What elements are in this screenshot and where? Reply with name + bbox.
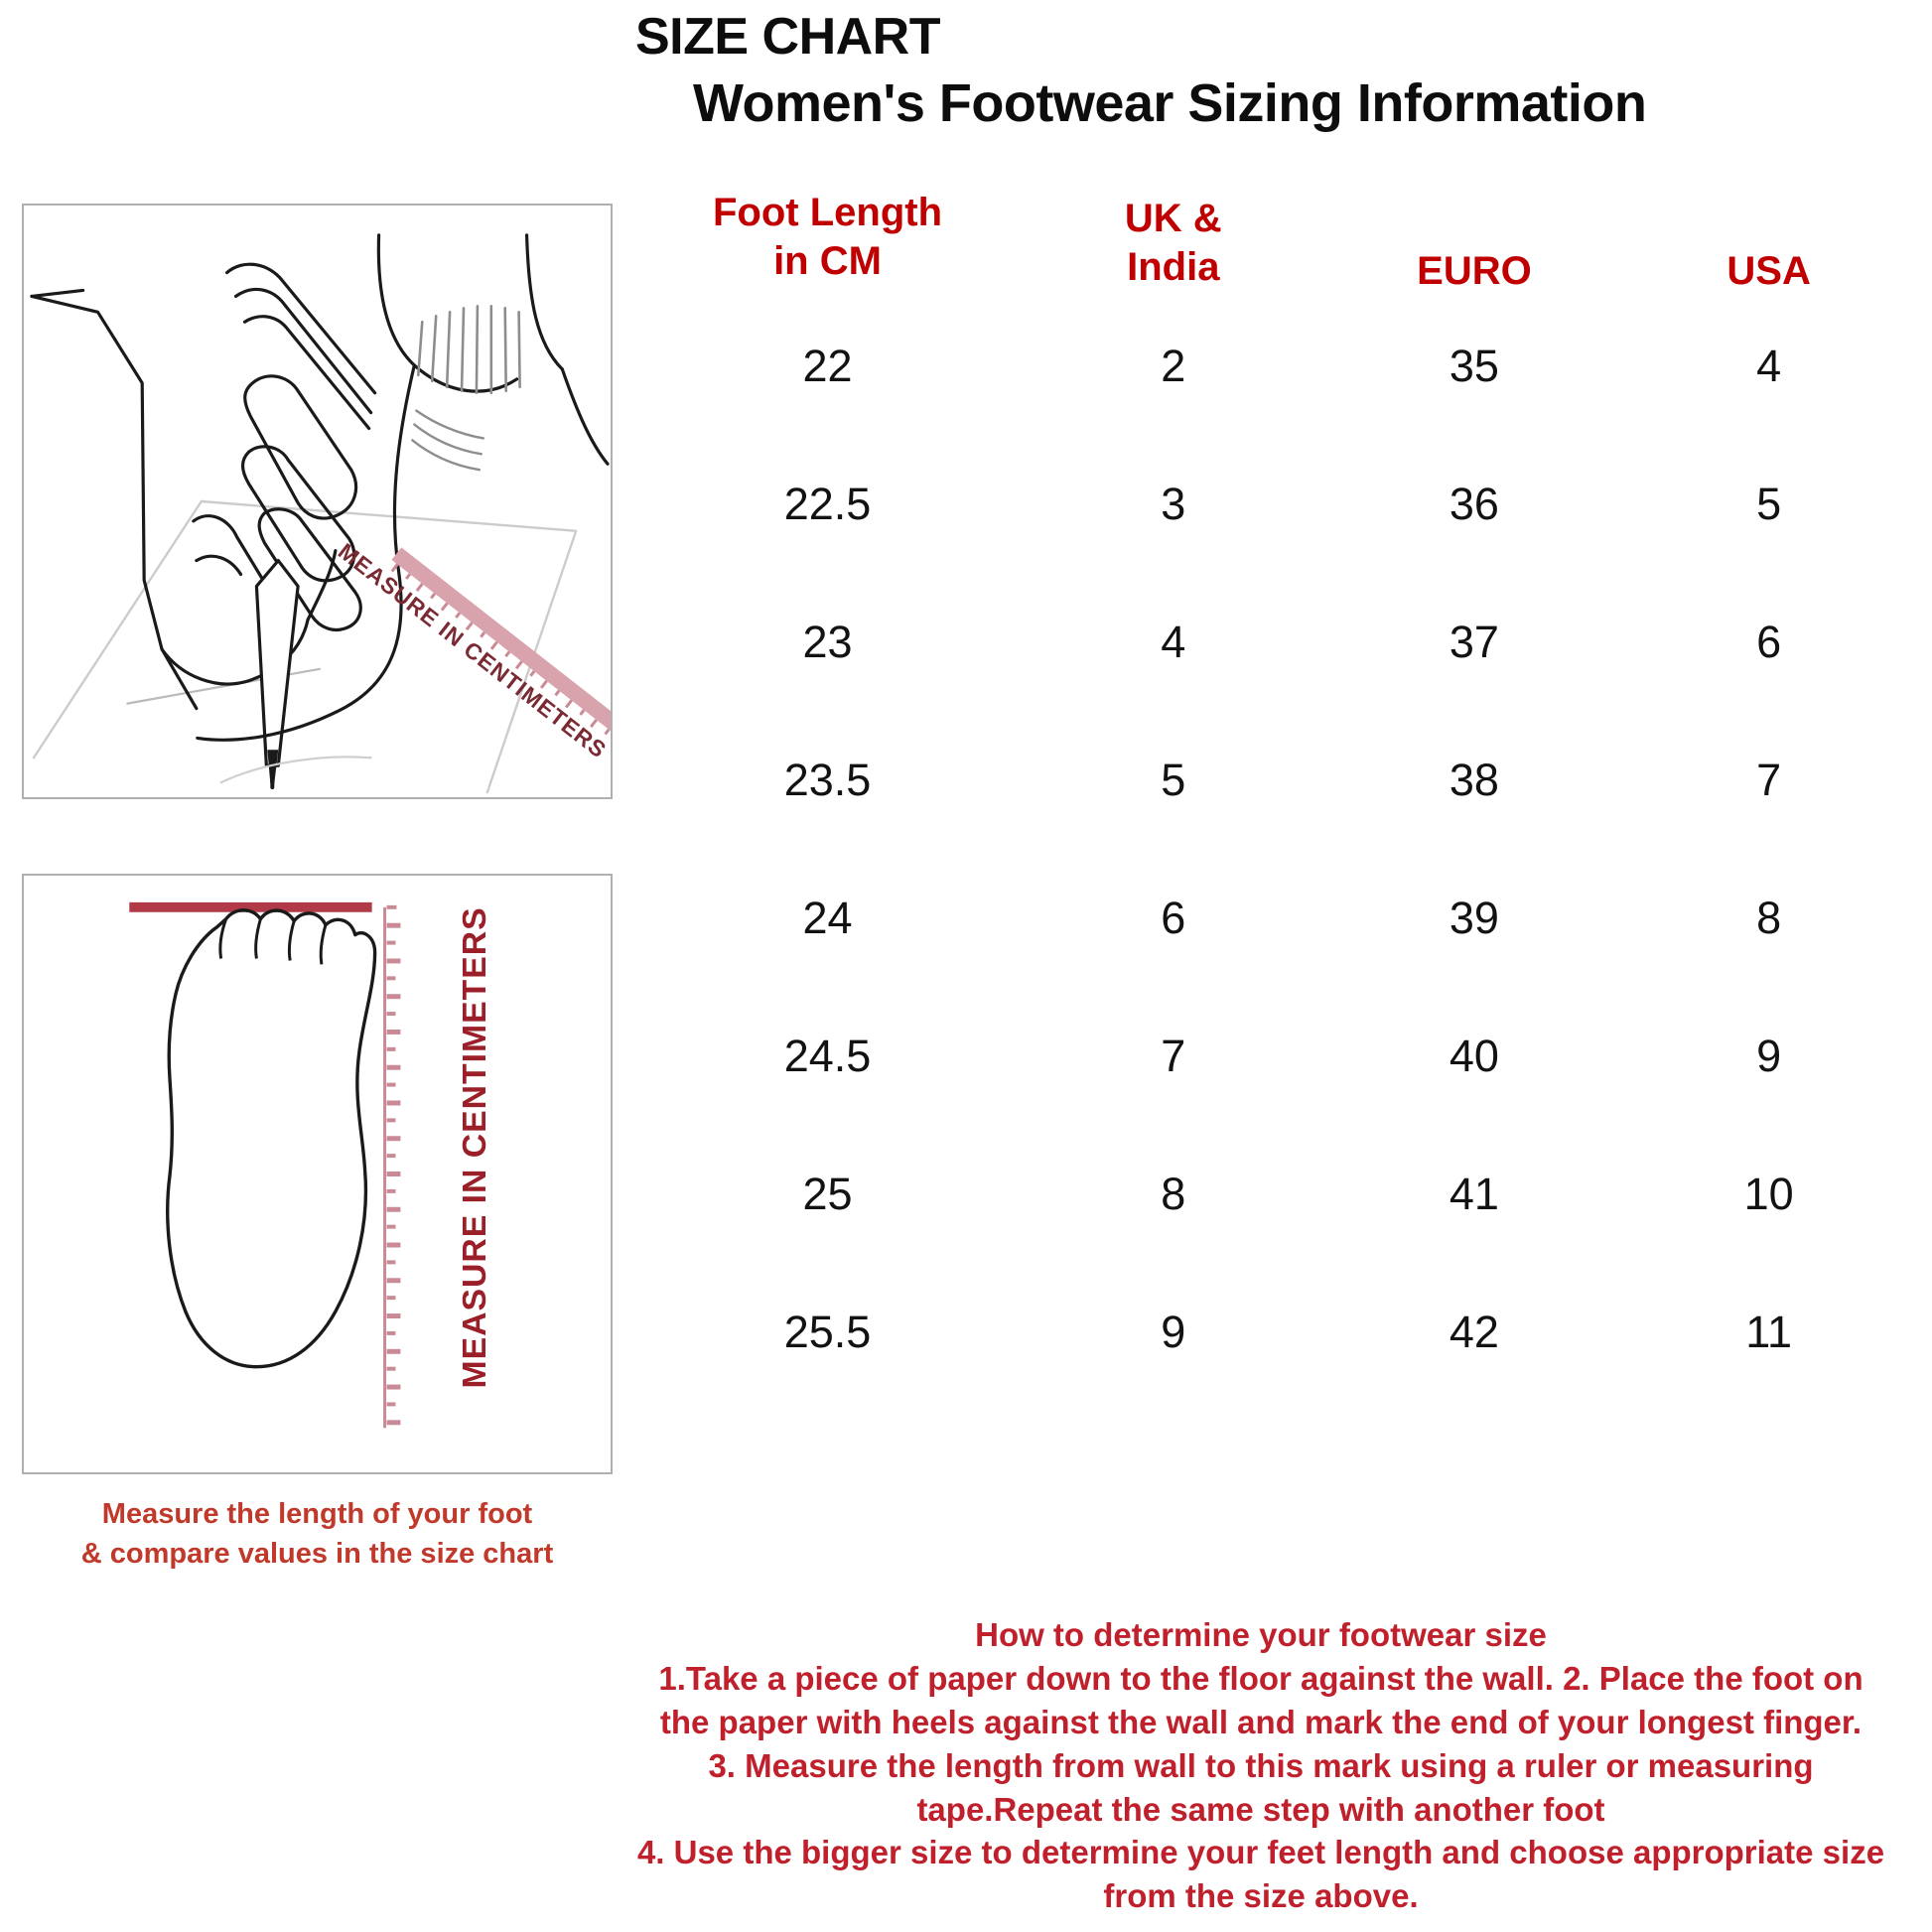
caption-line-2: & compare values in the size chart bbox=[80, 1538, 554, 1571]
cell-uk: 4 bbox=[1161, 617, 1186, 668]
instructions-line-6: from the size above. bbox=[1103, 1877, 1419, 1915]
table-header-row: Foot Length in CM UK & India EURO USA bbox=[635, 189, 1916, 298]
cell-uk: 9 bbox=[1161, 1307, 1186, 1358]
column-header-uk-india-line2: India bbox=[1127, 244, 1220, 289]
vertical-ruler bbox=[386, 904, 401, 1426]
cell-uk: 7 bbox=[1161, 1031, 1186, 1082]
table-row: 24.5 7 40 9 bbox=[635, 988, 1916, 1126]
foot-outline-icon: MEASURE IN CENTIMETERS bbox=[129, 901, 493, 1429]
table-row: 22 2 35 4 bbox=[635, 298, 1916, 436]
cell-usa: 9 bbox=[1756, 1031, 1782, 1082]
cell-cm: 22.5 bbox=[783, 479, 872, 530]
instructions-block: How to determine your footwear size 1.Ta… bbox=[596, 1613, 1926, 1918]
instructions-line-2: the paper with heels against the wall an… bbox=[659, 1703, 1863, 1740]
ruler-label-bottom: MEASURE IN CENTIMETERS bbox=[456, 906, 493, 1388]
cell-usa: 11 bbox=[1745, 1307, 1792, 1358]
column-header-foot-length: Foot Length in CM bbox=[635, 189, 1020, 298]
cell-cm: 25 bbox=[802, 1169, 853, 1220]
column-header-foot-length-line2: in CM bbox=[773, 238, 882, 283]
cell-cm: 22 bbox=[802, 341, 853, 392]
cell-usa: 8 bbox=[1756, 893, 1782, 944]
cell-euro: 39 bbox=[1449, 893, 1499, 944]
cell-uk: 5 bbox=[1161, 755, 1186, 806]
page-title: SIZE CHART bbox=[635, 8, 941, 66]
ruler-label-top: MEASURE IN CENTIMETERS bbox=[334, 538, 611, 763]
cell-euro: 37 bbox=[1449, 617, 1499, 668]
hand-marking-foot-icon: MEASURE IN CENTIMETERS bbox=[30, 233, 611, 794]
column-header-usa: USA bbox=[1726, 248, 1811, 293]
cell-usa: 7 bbox=[1756, 755, 1782, 806]
column-header-foot-length-line1: Foot Length bbox=[712, 191, 943, 234]
cell-cm: 24 bbox=[802, 893, 853, 944]
cell-uk: 2 bbox=[1161, 341, 1186, 392]
instructions-line-4: tape.Repeat the same step with another f… bbox=[916, 1790, 1605, 1828]
cell-euro: 40 bbox=[1449, 1031, 1499, 1082]
title-block: SIZE CHART Women's Footwear Sizing Infor… bbox=[635, 8, 1916, 134]
cell-usa: 10 bbox=[1743, 1169, 1794, 1220]
column-header-uk-india-line1: UK & bbox=[1124, 197, 1222, 240]
table-body: 22 2 35 4 22.5 3 36 5 23 4 37 6 23.5 5 38 7 24 6 39 8 24.5 7 4… bbox=[635, 298, 1916, 1402]
table-row: 25.5 9 42 11 bbox=[635, 1264, 1916, 1402]
cell-uk: 8 bbox=[1161, 1169, 1186, 1220]
cell-euro: 41 bbox=[1449, 1169, 1499, 1220]
column-header-euro: EURO bbox=[1417, 248, 1532, 293]
table-row: 23 4 37 6 bbox=[635, 574, 1916, 712]
page-subtitle: Women's Footwear Sizing Information bbox=[693, 73, 1647, 134]
table-header: Foot Length in CM UK & India EURO USA bbox=[635, 189, 1916, 298]
cell-euro: 36 bbox=[1449, 479, 1499, 530]
instructions-line-5: 4. Use the bigger size to determine your… bbox=[636, 1834, 1885, 1871]
cell-euro: 42 bbox=[1449, 1307, 1499, 1358]
cell-uk: 3 bbox=[1161, 479, 1186, 530]
table-row: 23.5 5 38 7 bbox=[635, 712, 1916, 850]
cell-usa: 6 bbox=[1756, 617, 1782, 668]
cell-cm: 25.5 bbox=[783, 1307, 872, 1358]
instructions-line-1: 1.Take a piece of paper down to the floo… bbox=[658, 1659, 1863, 1697]
size-chart-table: Foot Length in CM UK & India EURO USA 22… bbox=[635, 189, 1916, 1402]
cell-uk: 6 bbox=[1161, 893, 1186, 944]
caption-line-1: Measure the length of your foot bbox=[101, 1498, 533, 1530]
table-row: 25 8 41 10 bbox=[635, 1126, 1916, 1264]
illustration-measure-with-pencil: MEASURE IN CENTIMETERS bbox=[22, 204, 613, 799]
instructions-line-3: 3. Measure the length from wall to this … bbox=[708, 1746, 1814, 1784]
cell-cm: 23 bbox=[802, 617, 853, 668]
cell-cm: 23.5 bbox=[783, 755, 872, 806]
illustration-caption: Measure the length of your foot & compar… bbox=[22, 1494, 613, 1574]
cell-euro: 38 bbox=[1449, 755, 1499, 806]
table-row: 22.5 3 36 5 bbox=[635, 436, 1916, 574]
illustration-foot-outline: MEASURE IN CENTIMETERS bbox=[22, 874, 613, 1474]
table-row: 24 6 39 8 bbox=[635, 850, 1916, 988]
cell-euro: 35 bbox=[1449, 341, 1499, 392]
column-header-uk-india: UK & India bbox=[1020, 189, 1327, 298]
cell-usa: 5 bbox=[1756, 479, 1782, 530]
instructions-heading: How to determine your footwear size bbox=[975, 1616, 1547, 1653]
cell-cm: 24.5 bbox=[783, 1031, 872, 1082]
cell-usa: 4 bbox=[1756, 341, 1782, 392]
